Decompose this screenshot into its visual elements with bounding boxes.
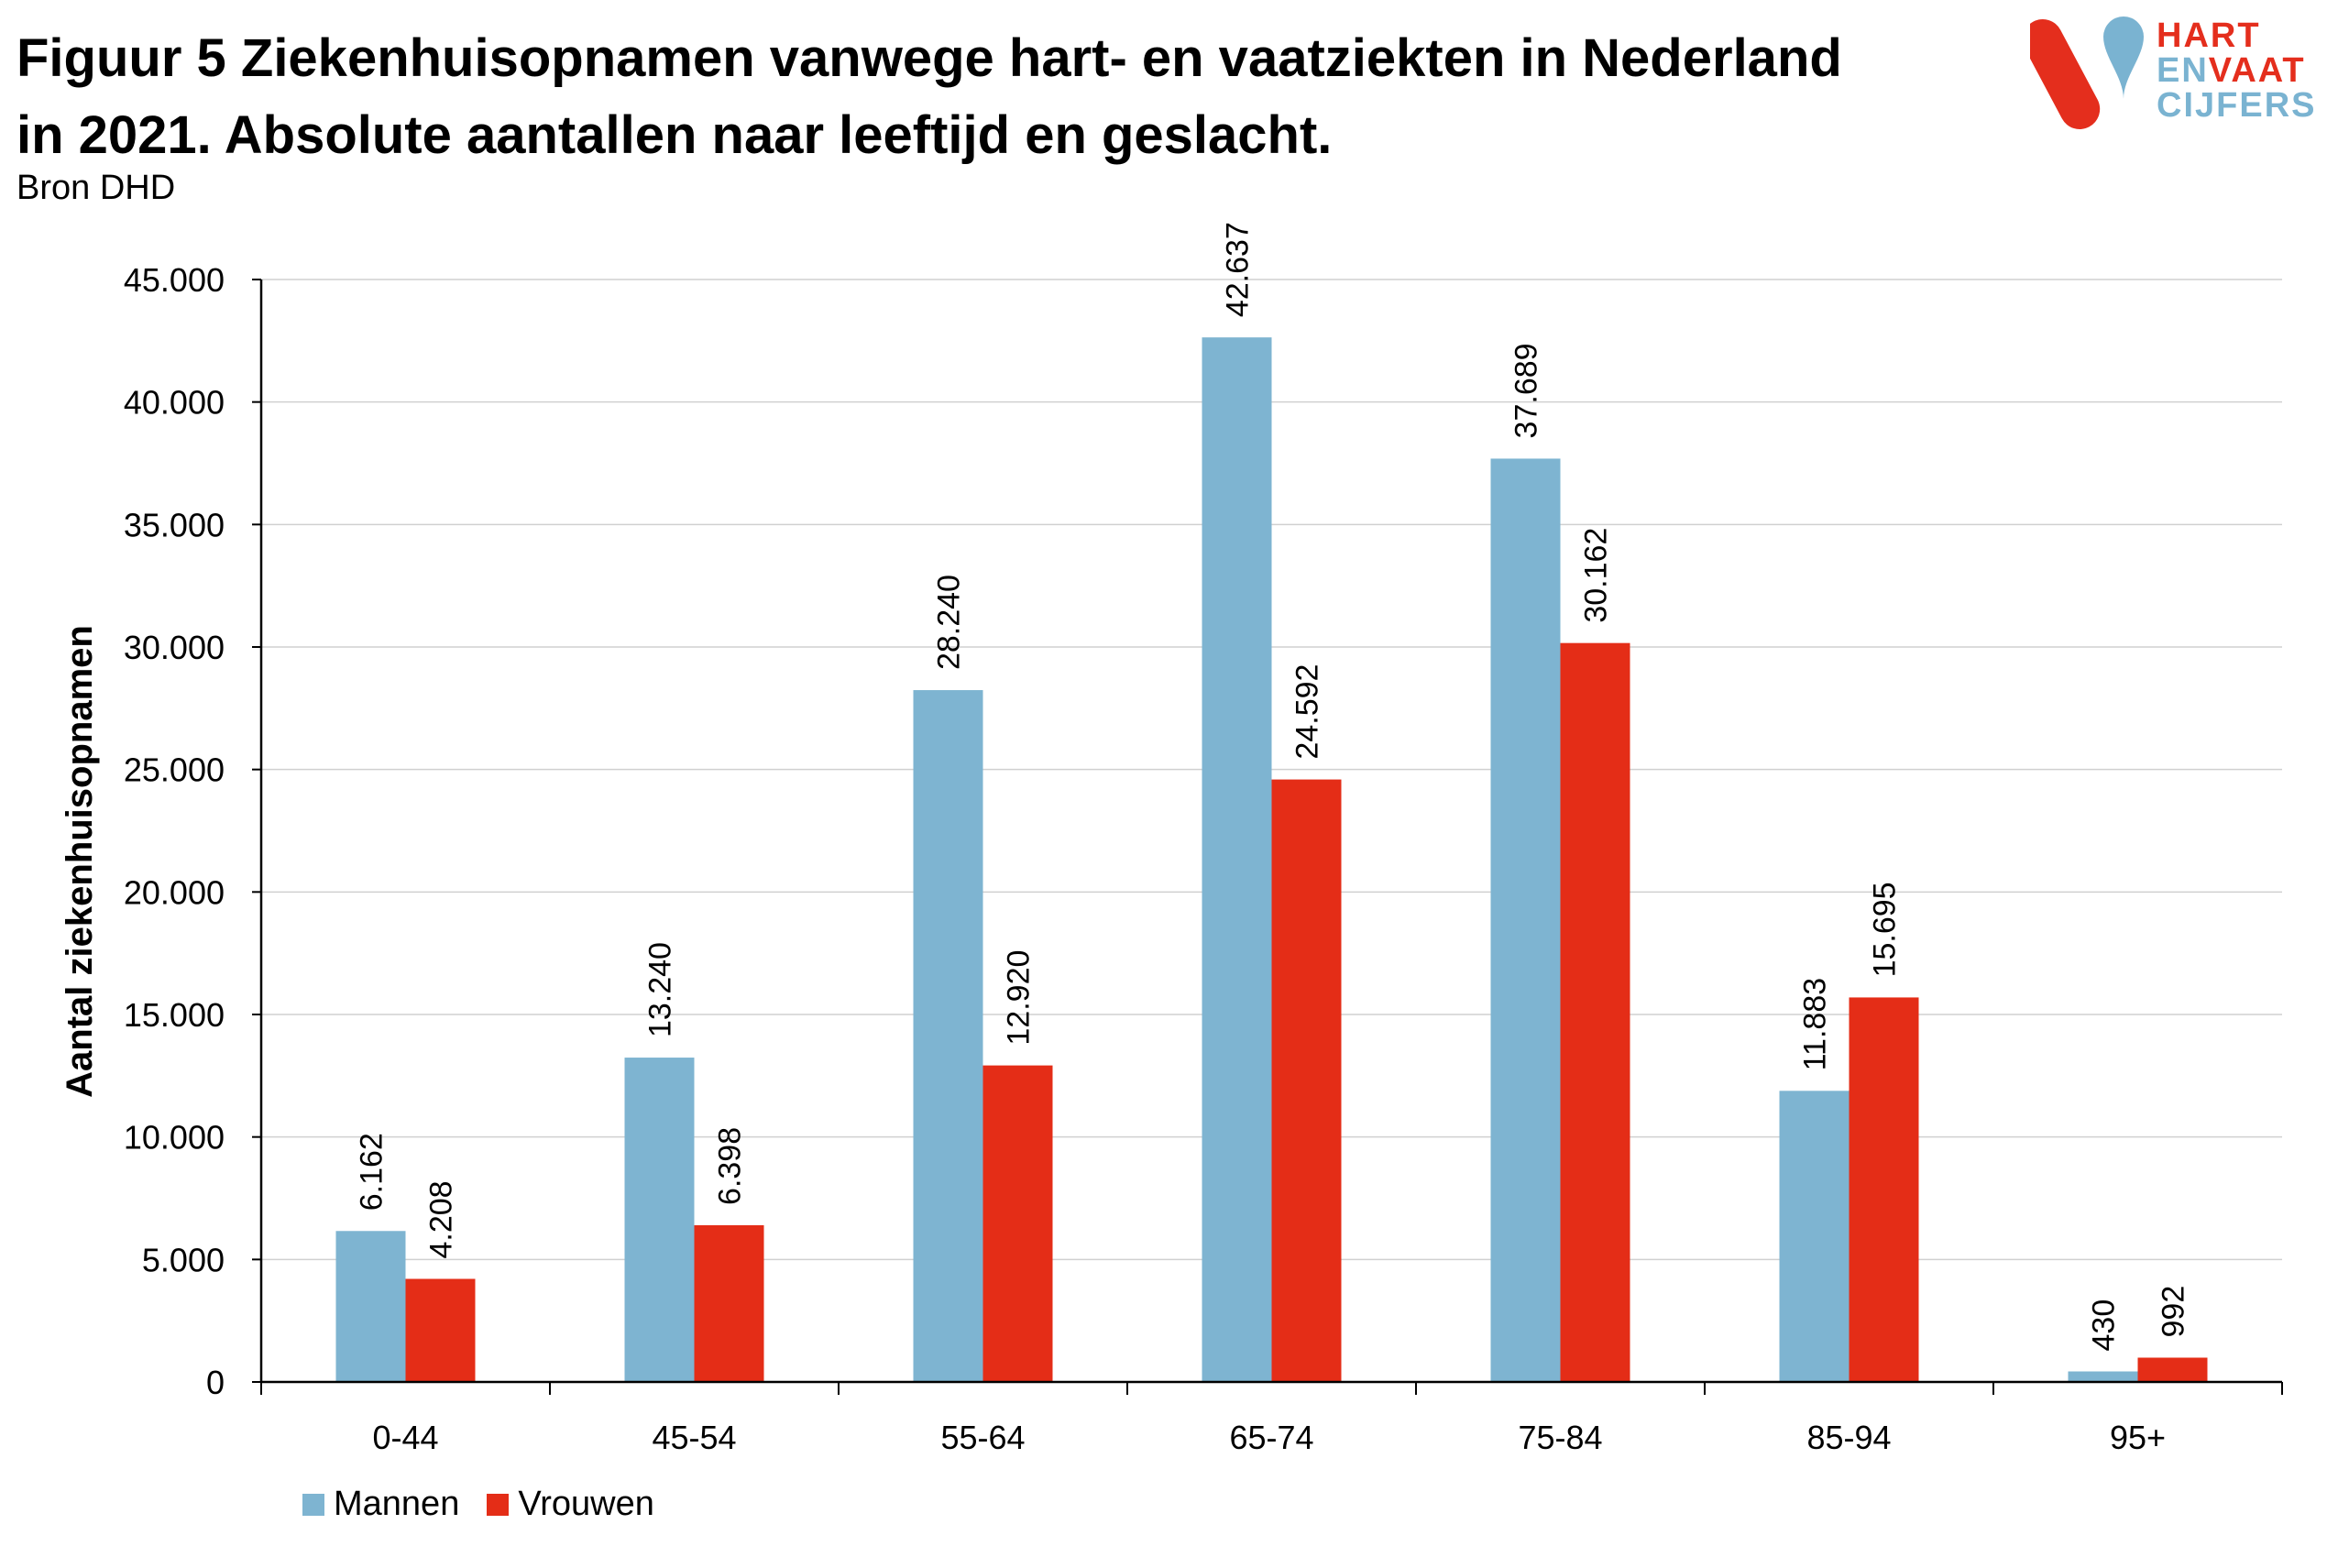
bar-mannen-65-74 — [1202, 337, 1272, 1382]
bar-vrouwen-75-84 — [1560, 642, 1630, 1382]
y-tick-label: 10.000 — [124, 1119, 225, 1157]
logo-wordmark: HART ENVAAT CIJFERS — [2157, 18, 2316, 123]
x-tick-label: 65-74 — [1229, 1419, 1313, 1456]
chart-title-line-1: Figuur 5 Ziekenhuisopnamen vanwege hart-… — [16, 28, 1842, 88]
logo-line-hart: HART — [2157, 16, 2261, 55]
y-tick-label: 35.000 — [124, 506, 225, 543]
data-label-vrouwen-0-44: 4.208 — [424, 1180, 459, 1258]
y-tick-label: 15.000 — [124, 996, 225, 1034]
data-label-mannen-95+: 430 — [2087, 1299, 2122, 1352]
bar-vrouwen-0-44 — [405, 1278, 476, 1382]
y-tick-label: 25.000 — [124, 751, 225, 789]
bar-vrouwen-45-54 — [694, 1224, 764, 1382]
bar-vrouwen-65-74 — [1271, 779, 1342, 1382]
y-tick-label: 0 — [206, 1364, 225, 1401]
axes — [252, 279, 2283, 1395]
chart-source: Bron DHD — [16, 169, 176, 207]
logo-line-envaat: ENVAAT — [2157, 53, 2316, 88]
x-tick-labels: 0-44 45-54 55-64 65-74 75-84 85-94 95+ — [372, 1419, 2166, 1456]
bar-mannen-0-44 — [335, 1231, 406, 1382]
data-label-vrouwen-75-84: 30.162 — [1579, 528, 1614, 623]
data-label-mannen-65-74: 42.637 — [1221, 222, 1256, 317]
bar-mannen-45-54 — [624, 1058, 695, 1382]
bar-mannen-75-84 — [1490, 458, 1561, 1382]
bar-vrouwen-55-64 — [982, 1065, 1053, 1382]
y-tick-label: 45.000 — [124, 261, 225, 299]
value-labels: 6.162 4.208 13.240 6.398 28.240 12.920 42.637 2… — [355, 222, 2191, 1351]
data-label-mannen-0-44: 6.162 — [355, 1133, 390, 1211]
legend-swatch-mannen — [302, 1493, 324, 1516]
data-label-vrouwen-65-74: 24.592 — [1290, 664, 1325, 760]
x-tick-label: 0-44 — [372, 1419, 438, 1456]
chart-title: Figuur 5 Ziekenhuisopnamen vanwege hart-… — [16, 20, 1850, 174]
data-label-mannen-75-84: 37.689 — [1509, 343, 1544, 438]
data-label-mannen-45-54: 13.240 — [643, 942, 678, 1037]
y-tick-label: 5.000 — [142, 1241, 225, 1278]
x-tick-label: 75-84 — [1518, 1419, 1602, 1456]
legend-swatch-vrouwen — [487, 1493, 510, 1516]
y-tick-label: 20.000 — [124, 873, 225, 911]
legend-item-vrouwen: Vrouwen — [487, 1485, 654, 1524]
chart-legend: Mannen Vrouwen — [302, 1485, 682, 1524]
logo-line-cijfers: CIJFERS — [2157, 86, 2317, 125]
logo-word-vaat: VAAT — [2208, 51, 2306, 90]
legend-label-vrouwen: Vrouwen — [518, 1485, 654, 1523]
legend-label-mannen: Mannen — [334, 1485, 460, 1523]
y-tick-labels: 0 5.000 10.000 15.000 20.000 25.000 30.000 35.0… — [124, 261, 225, 1401]
bar-vrouwen-85-94 — [1849, 997, 1919, 1382]
y-tick-label: 30.000 — [124, 629, 225, 666]
chart-title-line-2: in 2021. Absolute aantallen naar leeftij… — [16, 105, 1333, 165]
data-label-vrouwen-95+: 992 — [2157, 1286, 2191, 1338]
bar-mannen-95+ — [2068, 1371, 2138, 1382]
x-tick-label: 45-54 — [652, 1419, 736, 1456]
bar-mannen-55-64 — [913, 690, 983, 1382]
y-tick-label: 40.000 — [124, 384, 225, 422]
data-label-mannen-85-94: 11.883 — [1798, 978, 1833, 1070]
data-label-vrouwen-55-64: 12.920 — [1002, 950, 1037, 1046]
x-tick-label: 55-64 — [940, 1419, 1025, 1456]
bar-vrouwen-95+ — [2137, 1357, 2208, 1382]
bars — [335, 337, 2208, 1382]
data-label-vrouwen-85-94: 15.695 — [1868, 882, 1903, 977]
bar-mannen-85-94 — [1779, 1091, 1850, 1382]
logo-word-en: EN — [2157, 51, 2209, 90]
data-label-vrouwen-45-54: 6.398 — [713, 1127, 748, 1205]
y-axis-label: Aantal ziekenhuisopnamen — [60, 625, 100, 1098]
data-label-mannen-55-64: 28.240 — [932, 575, 967, 670]
x-tick-label: 95+ — [2110, 1419, 2166, 1456]
hartenvaat-logo-icon — [2030, 16, 2144, 129]
legend-item-mannen: Mannen — [302, 1485, 459, 1524]
x-tick-label: 85-94 — [1806, 1419, 1891, 1456]
